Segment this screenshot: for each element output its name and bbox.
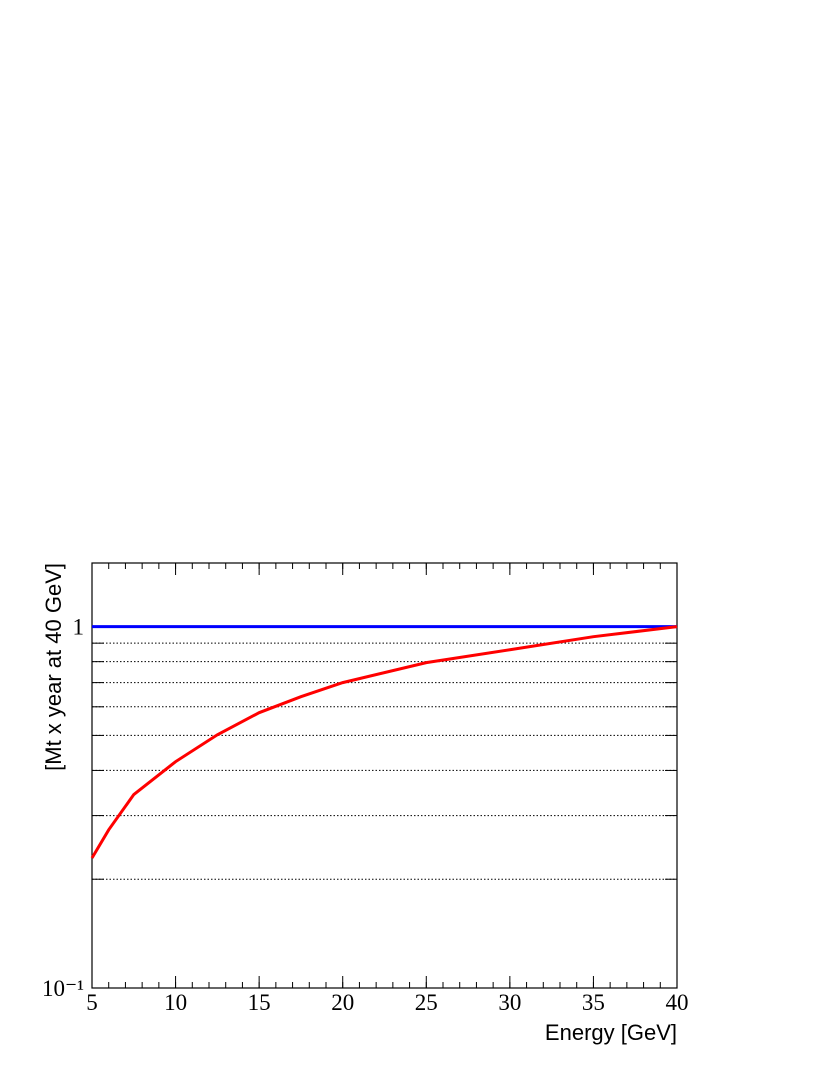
x-tick-label: 40 [666,990,689,1015]
x-tick-label: 20 [331,990,354,1015]
plot-frame [91,562,678,989]
x-tick-label: 10 [164,990,187,1015]
data-line [90,625,678,859]
x-tick-label: 30 [498,990,521,1015]
y-axis-title: [Mt x year at 40 GeV] [41,563,66,771]
x-tick-label: 15 [248,990,271,1015]
x-axis-title: Energy [GeV] [545,1020,677,1045]
y-tick-label: 10⁻¹ [42,976,84,1001]
x-tick-label: 35 [582,990,605,1015]
x-tick-label: 5 [86,990,98,1015]
x-tick-label: 25 [415,990,438,1015]
y-tick-label: 1 [73,615,85,640]
